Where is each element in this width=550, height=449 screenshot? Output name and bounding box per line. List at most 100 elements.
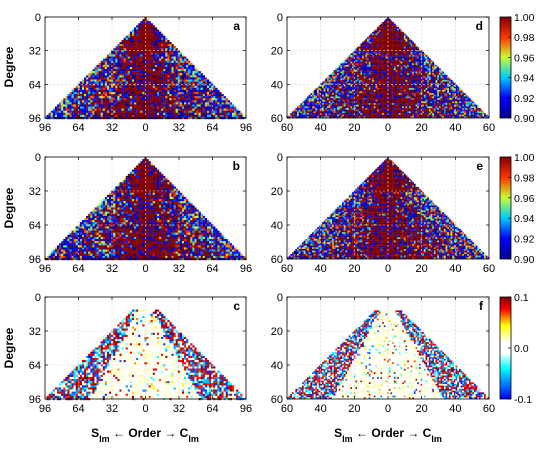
heatmap-cell	[131, 91, 135, 95]
heatmap-cell	[227, 249, 230, 252]
heatmap-cell	[71, 251, 74, 254]
heatmap-cell	[96, 104, 99, 107]
heatmap-cell	[102, 94, 106, 97]
heatmap-cell	[148, 102, 151, 105]
heatmap-cell	[100, 226, 103, 229]
heatmap-cell	[115, 100, 118, 103]
heatmap-cell	[161, 35, 164, 38]
heatmap-cell	[142, 110, 145, 113]
heatmap-cell	[88, 230, 91, 233]
heatmap-cell	[123, 81, 126, 84]
heatmap-cell	[163, 209, 166, 212]
heatmap-cell	[152, 25, 156, 28]
heatmap-cell	[215, 104, 218, 107]
heatmap-cell	[127, 35, 131, 38]
heatmap-cell	[138, 91, 141, 95]
heatmap-cell	[131, 315, 135, 319]
heatmap-cell	[161, 239, 164, 242]
heatmap-cell	[115, 108, 118, 111]
heatmap-cell	[202, 224, 206, 227]
heatmap-cell	[123, 178, 126, 181]
heatmap-cell	[179, 245, 183, 248]
heatmap-cell	[171, 251, 174, 254]
heatmap-cell	[84, 100, 87, 103]
heatmap-cell	[61, 241, 64, 244]
heatmap-cell	[142, 236, 145, 240]
heatmap-cell	[190, 213, 193, 217]
heatmap-cell	[138, 44, 141, 47]
heatmap-cell	[196, 91, 199, 95]
heatmap-cell	[194, 249, 197, 252]
heatmap-cell	[121, 41, 124, 45]
heatmap-cell	[177, 94, 181, 97]
heatmap-cell	[104, 230, 108, 233]
heatmap-cell	[109, 255, 112, 259]
heatmap-cell	[75, 253, 78, 256]
heatmap-cell	[96, 226, 99, 229]
heatmap-cell	[121, 192, 124, 195]
heatmap-cell	[142, 75, 145, 78]
heatmap-cell	[140, 69, 143, 72]
heatmap-cell	[96, 77, 99, 80]
heatmap-cell	[215, 87, 218, 91]
heatmap-cell	[142, 100, 145, 103]
heatmap-cell	[194, 77, 197, 80]
heatmap-cell	[161, 203, 164, 206]
heatmap-cell	[204, 241, 208, 244]
heatmap-cell	[173, 236, 176, 240]
heatmap-cell	[152, 241, 156, 244]
heatmap-cell	[150, 25, 153, 28]
heatmap-cell	[65, 255, 68, 259]
heatmap-cell	[69, 234, 72, 238]
heatmap-cell	[138, 75, 141, 78]
heatmap-cell	[211, 247, 214, 250]
heatmap-cell	[73, 89, 76, 93]
heatmap-cell	[88, 243, 91, 246]
heatmap-cell	[225, 245, 228, 248]
heatmap-cell	[175, 69, 178, 72]
heatmap-cell	[138, 41, 141, 45]
heatmap-cell	[115, 79, 118, 82]
heatmap-cell	[65, 247, 68, 250]
heatmap-cell	[115, 104, 118, 107]
heatmap-cell	[81, 226, 85, 229]
heatmap-cell	[117, 79, 120, 82]
heatmap-cell	[177, 79, 181, 82]
heatmap-cell	[125, 215, 128, 219]
heatmap-cell	[179, 69, 183, 72]
heatmap-cell	[221, 245, 224, 248]
heatmap-cell	[217, 98, 220, 101]
heatmap-cell	[140, 114, 143, 118]
heatmap-cell	[79, 83, 83, 86]
heatmap-cell	[154, 173, 158, 177]
heatmap-cell	[106, 75, 110, 78]
heatmap-cell	[194, 73, 197, 76]
heatmap-cell	[102, 100, 106, 103]
heatmap-cell	[215, 89, 218, 93]
heatmap-cell	[198, 87, 201, 91]
heatmap-cell	[131, 50, 135, 53]
heatmap-cell	[121, 207, 124, 210]
heatmap-cell	[188, 104, 191, 107]
heatmap-cell	[202, 89, 206, 93]
heatmap-cell	[100, 102, 103, 105]
heatmap-cell	[79, 102, 83, 105]
heatmap-cell	[67, 234, 70, 238]
heatmap-cell	[165, 112, 168, 116]
heatmap-cell	[109, 69, 112, 72]
heatmap-cell	[104, 91, 108, 95]
heatmap-cell	[175, 196, 178, 200]
heatmap-cell	[138, 81, 141, 84]
heatmap-cell	[127, 232, 131, 235]
heatmap-cell	[150, 169, 153, 172]
heatmap-cell	[234, 114, 237, 118]
heatmap-cell	[219, 106, 222, 109]
heatmap-cell	[190, 234, 193, 238]
heatmap-cell	[231, 110, 235, 113]
heatmap-cell	[196, 211, 199, 214]
heatmap-cell	[77, 236, 81, 240]
heatmap-cell	[129, 211, 133, 214]
heatmap-cell	[173, 83, 176, 86]
heatmap-cell	[173, 217, 176, 221]
heatmap-cell	[159, 222, 162, 225]
